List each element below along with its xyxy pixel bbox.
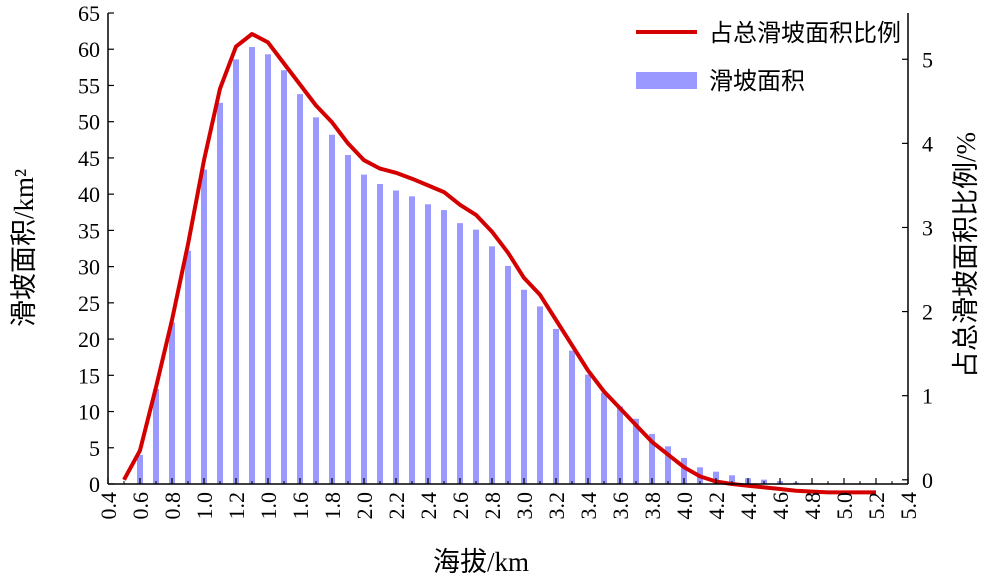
y2-tick-label: 2 (922, 300, 933, 325)
bar (201, 169, 207, 485)
bar (361, 174, 367, 484)
bar (377, 184, 383, 485)
y-tick-label: 20 (78, 327, 100, 352)
bar (569, 350, 575, 484)
bar (169, 322, 175, 484)
y-tick-label: 10 (78, 400, 100, 425)
y2-tick-label: 0 (922, 468, 933, 493)
y-tick-label: 35 (78, 218, 100, 243)
x-tick-label: 4.4 (736, 492, 761, 520)
bar (681, 457, 687, 484)
x-tick-label: 2.4 (416, 492, 441, 520)
y2-tick-label: 4 (922, 131, 933, 156)
x-tick-label: 4.0 (672, 492, 697, 520)
y2-tick-label: 5 (922, 47, 933, 72)
x-tick-label: 3.2 (544, 492, 569, 520)
bar (249, 47, 255, 485)
y-tick-label: 0 (89, 472, 100, 497)
x-tick-label: 0.4 (96, 492, 121, 520)
bar (537, 306, 543, 484)
x-tick-label: 3.8 (640, 492, 665, 520)
x-tick-label: 2.0 (352, 492, 377, 520)
x-tick-label: 1.0 (192, 492, 217, 520)
bar (649, 434, 655, 484)
bar (489, 246, 495, 484)
x-tick-label: 5.4 (896, 492, 921, 520)
y-tick-label: 40 (78, 182, 100, 207)
bar (425, 204, 431, 484)
bar (505, 265, 511, 484)
bar (217, 102, 223, 485)
x-tick-label: 3.6 (608, 492, 633, 520)
x-axis-title: 海拔/km (433, 547, 529, 577)
bar (585, 374, 591, 484)
y-tick-label: 15 (78, 363, 100, 388)
bar (153, 389, 159, 484)
bar (345, 155, 351, 485)
bar (137, 455, 143, 484)
legend: 占总滑坡面积比例 滑坡面积 (636, 20, 901, 95)
bar (713, 471, 719, 484)
legend-bar-label: 滑坡面积 (709, 68, 805, 95)
y2-tick-label: 1 (922, 384, 933, 409)
bar (265, 54, 271, 485)
bar (521, 289, 527, 484)
x-tick-label: 2.6 (448, 492, 473, 520)
x-tick-label: 4.2 (704, 492, 729, 520)
x-tick-label: 3.4 (576, 492, 601, 520)
y-tick-label: 50 (78, 110, 100, 135)
bar (473, 229, 479, 484)
y-tick-label: 25 (78, 291, 100, 316)
bar (281, 70, 287, 484)
x-tick-label: 2.8 (480, 492, 505, 520)
bar (297, 94, 303, 484)
bar (457, 223, 463, 484)
legend-line-label: 占总滑坡面积比例 (709, 20, 901, 47)
bar (729, 475, 735, 484)
x-tick-label: 3.0 (512, 492, 537, 520)
y-tick-label: 30 (78, 255, 100, 280)
bar (393, 190, 399, 484)
y-tick-label: 55 (78, 73, 100, 98)
x-tick-label: 2.2 (384, 492, 409, 520)
bar (553, 328, 559, 484)
bar (329, 134, 335, 484)
bar (601, 392, 607, 484)
y-tick-label: 65 (78, 1, 100, 26)
bar (633, 418, 639, 484)
y-tick-label: 5 (89, 436, 100, 461)
x-tick-label: 0.6 (128, 492, 153, 520)
y2-axis-title: 占总滑坡面积比例/% (951, 132, 981, 378)
x-tick-label: 1.6 (288, 492, 313, 520)
bar (185, 250, 191, 484)
ratio-line (122, 32, 876, 495)
bar (617, 406, 623, 484)
x-tick-label: 4.6 (768, 492, 793, 520)
x-tick-label: 0.8 (160, 492, 185, 520)
y2-tick-label: 3 (922, 215, 933, 240)
bar (665, 446, 671, 484)
x-tick-label: 1.2 (224, 492, 249, 520)
y-axis-title: 滑坡面积/km² (9, 169, 39, 327)
y-tick-label: 60 (78, 37, 100, 62)
bar (233, 59, 239, 484)
x-tick-label: 5.0 (832, 492, 857, 520)
bar (441, 210, 447, 484)
legend-bar-swatch (636, 72, 697, 89)
bar (313, 117, 319, 485)
x-tick-label: 4.8 (800, 492, 825, 520)
x-tick-label: 1.0 (256, 492, 281, 520)
bar-series (137, 47, 815, 485)
x-tick-label: 1.8 (320, 492, 345, 520)
y-tick-label: 45 (78, 146, 100, 171)
bar (409, 196, 415, 484)
x-tick-label: 5.2 (864, 492, 889, 520)
